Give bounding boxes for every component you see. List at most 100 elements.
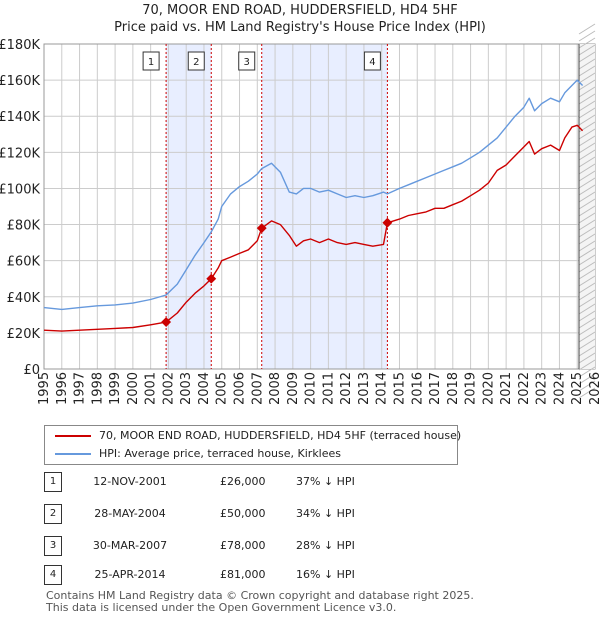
transaction-hpi-diff: 34% ↓ HPI bbox=[296, 507, 355, 520]
hatch-line bbox=[578, 107, 596, 119]
future-hatch bbox=[578, 23, 596, 399]
x-tick-label: 2016 bbox=[410, 372, 425, 405]
hatch-line bbox=[578, 254, 596, 266]
hatch-line bbox=[578, 303, 596, 315]
hatch-line bbox=[578, 380, 596, 392]
transaction-date: 25-APR-2014 bbox=[94, 568, 166, 581]
hatch-line bbox=[578, 142, 596, 154]
hatch-line bbox=[578, 373, 596, 385]
x-tick-label: 2024 bbox=[552, 372, 567, 405]
transaction-number: 1 bbox=[44, 472, 62, 492]
price-paid-line bbox=[43, 124, 584, 332]
y-tick-label: £180K bbox=[0, 38, 40, 53]
series-lines bbox=[43, 79, 584, 332]
transaction-number: 3 bbox=[44, 536, 62, 556]
hatch-line bbox=[578, 268, 596, 280]
hatch-line bbox=[578, 135, 596, 147]
hatch-line bbox=[578, 219, 596, 231]
shaded-period bbox=[166, 44, 212, 369]
hatch-line bbox=[578, 310, 596, 322]
x-tick-label: 2009 bbox=[286, 372, 301, 405]
sale-point bbox=[256, 223, 267, 234]
sale-flag-label: 1 bbox=[148, 57, 154, 68]
y-tick-label: £100K bbox=[0, 182, 40, 197]
x-tick-label: 2007 bbox=[250, 372, 265, 405]
sale-flag-label: 2 bbox=[193, 57, 199, 68]
price-chart: 1 2 3 4 £0 £20K £40K £60K £80K £100K £120K £140K £1… bbox=[0, 23, 600, 405]
sale-number-flags: 1 2 3 4 bbox=[142, 51, 381, 71]
sale-point bbox=[206, 273, 217, 284]
x-tick-label: 2022 bbox=[517, 372, 532, 405]
hatch-line bbox=[578, 86, 596, 98]
x-tick-label: 2020 bbox=[481, 372, 496, 405]
y-tick-label: £160K bbox=[0, 74, 40, 89]
x-tick-label: 2005 bbox=[215, 372, 230, 405]
future-region bbox=[579, 44, 595, 369]
x-tick-label: 2013 bbox=[357, 372, 372, 405]
y-axis-ticks: £0 £20K £40K £60K £80K £100K £120K £140K £160K £1… bbox=[0, 38, 40, 378]
hatch-line bbox=[578, 212, 596, 224]
transaction-price: £50,000 bbox=[220, 507, 266, 520]
sale-flag-label: 4 bbox=[369, 57, 375, 68]
legend: 70, MOOR END ROAD, HUDDERSFIELD, HD4 5HF… bbox=[44, 425, 462, 465]
x-tick-label: 2014 bbox=[375, 372, 390, 405]
x-tick-label: 2006 bbox=[233, 372, 248, 405]
hatch-line bbox=[578, 240, 596, 252]
x-tick-label: 1998 bbox=[90, 372, 105, 405]
hatch-line bbox=[578, 177, 596, 189]
transaction-date: 28-MAY-2004 bbox=[94, 507, 166, 520]
hatch-line bbox=[578, 366, 596, 378]
sale-flag-box bbox=[142, 51, 160, 71]
hatch-line bbox=[578, 65, 596, 77]
hatch-line bbox=[578, 191, 596, 203]
hatch-line bbox=[578, 261, 596, 273]
sale-point bbox=[161, 317, 172, 328]
x-tick-label: 2011 bbox=[321, 372, 336, 405]
x-tick-label: 2002 bbox=[161, 372, 176, 405]
hatch-line bbox=[578, 247, 596, 259]
transaction-hpi-diff: 37% ↓ HPI bbox=[296, 475, 355, 488]
hatch-line bbox=[578, 156, 596, 168]
hatch-line bbox=[578, 359, 596, 371]
x-tick-label: 2015 bbox=[392, 372, 407, 405]
hatch-line bbox=[578, 184, 596, 196]
x-axis-ticks: 1995 1996 1997 1998 1999 2000 2001 2002 2003 2004… bbox=[37, 372, 600, 405]
footer-copyright: Contains HM Land Registry data © Crown c… bbox=[46, 589, 474, 602]
shaded-period bbox=[261, 44, 388, 369]
hatch-line bbox=[578, 226, 596, 238]
hatch-line bbox=[578, 331, 596, 343]
footer-licence: This data is licensed under the Open Gov… bbox=[46, 601, 397, 614]
hatch-line bbox=[578, 30, 596, 42]
x-tick-label: 2012 bbox=[339, 372, 354, 405]
hatch-line bbox=[578, 93, 596, 105]
hatch-line bbox=[578, 149, 596, 161]
hatch-line bbox=[578, 345, 596, 357]
hatch-line bbox=[578, 282, 596, 294]
transaction-number: 4 bbox=[44, 565, 62, 585]
legend-label-price: 70, MOOR END ROAD, HUDDERSFIELD, HD4 5HF… bbox=[99, 429, 462, 442]
x-tick-label: 2019 bbox=[464, 372, 479, 405]
shaded-periods bbox=[166, 44, 388, 369]
hatch-line bbox=[578, 296, 596, 308]
x-tick-label: 2026 bbox=[588, 372, 600, 405]
x-tick-label: 2017 bbox=[428, 372, 443, 405]
transaction-hpi-diff: 16% ↓ HPI bbox=[296, 568, 355, 581]
transaction-number: 2 bbox=[44, 504, 62, 524]
hatch-line bbox=[578, 100, 596, 112]
sale-flag-box bbox=[363, 51, 381, 71]
hatch-line bbox=[578, 170, 596, 182]
hatch-line bbox=[578, 352, 596, 364]
hatch-line bbox=[578, 51, 596, 63]
x-tick-label: 1997 bbox=[73, 372, 88, 405]
sale-flag-box bbox=[187, 51, 205, 71]
x-tick-label: 1995 bbox=[37, 372, 52, 405]
hatch-line bbox=[578, 324, 596, 336]
transaction-price: £81,000 bbox=[220, 568, 266, 581]
hatch-line bbox=[578, 58, 596, 70]
hatch-line bbox=[578, 163, 596, 175]
legend-swatch-price bbox=[55, 435, 91, 437]
hpi-line bbox=[43, 79, 584, 311]
x-tick-label: 2004 bbox=[197, 372, 212, 405]
y-tick-label: £60K bbox=[7, 255, 41, 270]
x-tick-label: 2008 bbox=[268, 372, 283, 405]
